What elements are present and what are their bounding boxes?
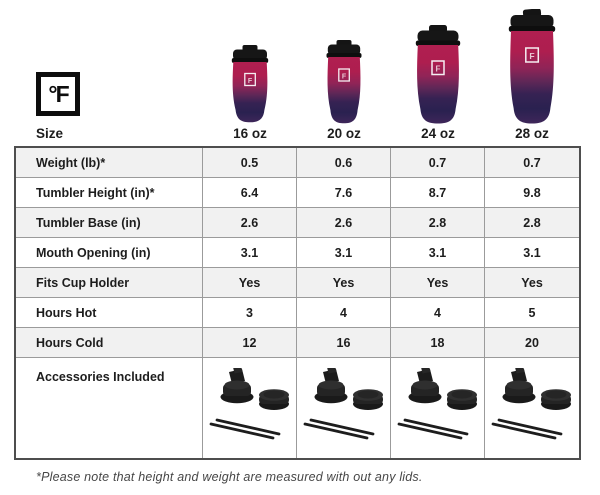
col-header-20oz: 20 oz (327, 126, 361, 141)
tumbler-20oz-image: F (326, 39, 362, 123)
spec-cell: 0.7 (391, 148, 485, 178)
spec-cell: 3.1 (297, 238, 391, 268)
row-label: Tumbler Height (in)* (16, 178, 203, 208)
spec-cell: 5 (485, 298, 579, 328)
spec-cell: 4 (391, 298, 485, 328)
spec-cell: 3 (203, 298, 297, 328)
row-label: Weight (lb)* (16, 148, 203, 178)
row-label: Fits Cup Holder (16, 268, 203, 298)
spec-table: Weight (lb)* 0.5 0.6 0.7 0.7 Tumbler Hei… (14, 146, 581, 460)
spec-cell: 3.1 (391, 238, 485, 268)
tumbler-28oz-image: F (508, 8, 556, 123)
row-label: Hours Cold (16, 328, 203, 358)
row-label: Hours Hot (16, 298, 203, 328)
brand-logo: °F (36, 72, 80, 116)
spec-cell: 12 (203, 328, 297, 358)
svg-text:F: F (248, 78, 253, 85)
spec-cell: 9.8 (485, 178, 579, 208)
accessories-cell (485, 358, 579, 458)
svg-text:F: F (342, 73, 347, 80)
col-header-16oz: 16 oz (233, 126, 267, 141)
spec-cell: Yes (203, 268, 297, 298)
spec-cell: 20 (485, 328, 579, 358)
spec-cell: 3.1 (485, 238, 579, 268)
spec-cell: 0.6 (297, 148, 391, 178)
spec-cell: 2.8 (485, 208, 579, 238)
spec-cell: 6.4 (203, 178, 297, 208)
size-header-label: Size (36, 126, 64, 141)
svg-text:F: F (529, 51, 534, 61)
row-label: Mouth Opening (in) (16, 238, 203, 268)
tumbler-16oz-image: F (231, 45, 269, 123)
spec-cell: 18 (391, 328, 485, 358)
spec-cell: 4 (297, 298, 391, 328)
accessories-cell (203, 358, 297, 458)
row-label: Tumbler Base (in) (16, 208, 203, 238)
spec-cell: 3.1 (203, 238, 297, 268)
spec-cell: 7.6 (297, 178, 391, 208)
lids-and-straws-icon (209, 368, 289, 440)
row-label: Accessories Included (16, 358, 203, 458)
spec-cell: 16 (297, 328, 391, 358)
col-header-24oz: 24 oz (421, 126, 455, 141)
tumbler-24oz-image: F (415, 24, 461, 123)
spec-cell: 2.8 (391, 208, 485, 238)
spec-cell: Yes (485, 268, 579, 298)
spec-cell: 2.6 (297, 208, 391, 238)
lids-and-straws-icon (303, 368, 383, 440)
lids-and-straws-icon (491, 368, 571, 440)
svg-text:F: F (436, 64, 441, 73)
footnote: *Please note that height and weight are … (36, 470, 423, 484)
spec-cell: Yes (391, 268, 485, 298)
spec-cell: 2.6 (203, 208, 297, 238)
spec-cell: 8.7 (391, 178, 485, 208)
spec-cell: 0.5 (203, 148, 297, 178)
accessories-cell (297, 358, 391, 458)
col-header-28oz: 28 oz (515, 126, 549, 141)
brand-logo-text: °F (48, 80, 69, 107)
spec-cell: Yes (297, 268, 391, 298)
spec-cell: 0.7 (485, 148, 579, 178)
accessories-cell (391, 358, 485, 458)
lids-and-straws-icon (397, 368, 477, 440)
